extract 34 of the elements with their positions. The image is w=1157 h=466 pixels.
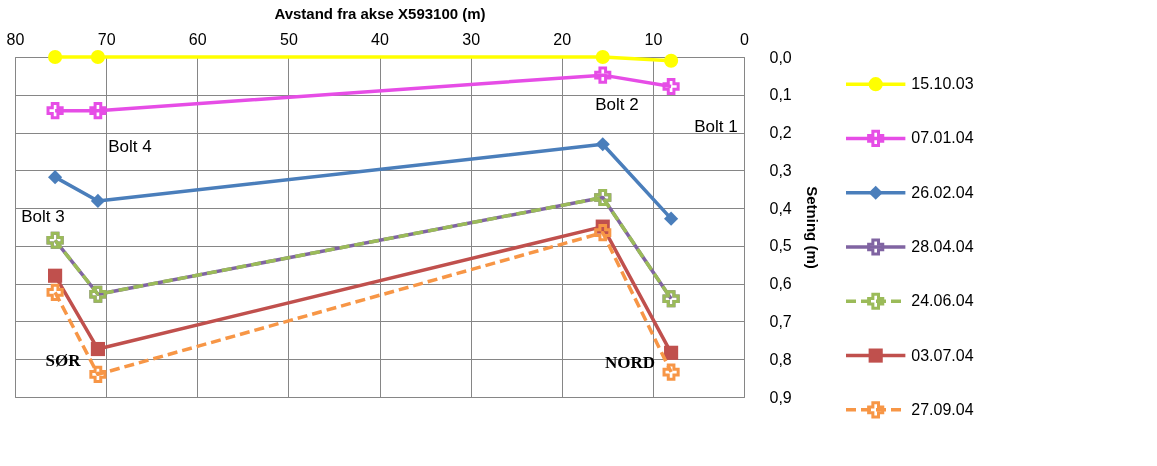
legend-label: 03.07.04: [911, 346, 974, 364]
x-tick-label: 10: [644, 30, 663, 48]
legend-label: 15.10.03: [911, 75, 974, 93]
x-tick-label: 80: [6, 30, 25, 48]
legend-label: 24.06.04: [911, 292, 974, 310]
y-tick-label: 0,5: [769, 237, 792, 255]
y-tick-label: 0,1: [769, 86, 792, 104]
y-tick-label: 0,0: [769, 48, 792, 66]
x-tick-label: 20: [553, 30, 572, 48]
annotation: Bolt 4: [108, 137, 152, 156]
y-tick-label: 0,8: [769, 350, 792, 368]
annotation: SØR: [45, 351, 82, 370]
y-tick-label: 0,2: [769, 124, 792, 142]
x-tick-label: 30: [462, 30, 481, 48]
legend-label: 28.04.04: [911, 238, 974, 255]
legend-label: 27.09.04: [911, 400, 974, 418]
x-tick-label: 0: [740, 30, 750, 48]
x-tick-label: 60: [188, 30, 207, 48]
y-tick-label: 0,6: [769, 275, 792, 293]
y-tick-label: 0,9: [769, 388, 792, 406]
y-tick-label: 0,3: [769, 161, 792, 179]
legend-label: 26.02.04: [911, 183, 974, 201]
annotation: Bolt 1: [694, 117, 738, 136]
legend-label: 07.01.04: [911, 129, 974, 147]
x-tick-label: 70: [97, 30, 116, 48]
annotation: Bolt 2: [595, 95, 639, 114]
y-tick-label: 0,7: [769, 312, 792, 330]
annotation: Bolt 3: [21, 207, 65, 226]
y-axis-title: Setning (m): [803, 186, 821, 269]
y-tick-label: 0,4: [769, 199, 792, 217]
x-tick-label: 50: [279, 30, 298, 48]
x-tick-label: 40: [371, 30, 389, 48]
annotation: NORD: [604, 353, 656, 372]
x-axis-title: Avstand fra akse X593100 (m): [274, 4, 486, 22]
